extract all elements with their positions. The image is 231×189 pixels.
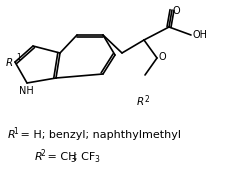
Text: 2: 2 bbox=[40, 149, 45, 157]
Text: O: O bbox=[158, 52, 166, 62]
Text: ; CF: ; CF bbox=[74, 152, 95, 162]
Text: 2: 2 bbox=[144, 95, 149, 104]
Text: R: R bbox=[35, 152, 43, 162]
Text: OH: OH bbox=[192, 30, 207, 40]
Text: = H; benzyl; naphthylmethyl: = H; benzyl; naphthylmethyl bbox=[17, 130, 180, 140]
Text: R: R bbox=[8, 130, 16, 140]
Text: $R$: $R$ bbox=[135, 95, 143, 107]
Text: 3: 3 bbox=[70, 155, 75, 164]
Text: 1: 1 bbox=[16, 53, 21, 61]
Text: O: O bbox=[172, 6, 180, 16]
Text: 3: 3 bbox=[94, 155, 98, 164]
Text: NH: NH bbox=[18, 86, 33, 96]
Text: 1: 1 bbox=[13, 126, 18, 136]
Text: $R$: $R$ bbox=[5, 56, 13, 68]
Text: = CH: = CH bbox=[44, 152, 76, 162]
